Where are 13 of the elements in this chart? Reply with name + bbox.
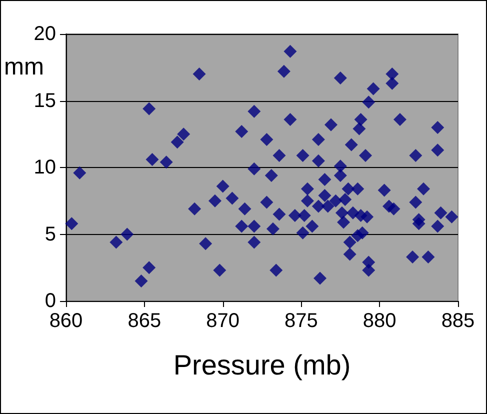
y-tick-label: 10 (34, 156, 56, 178)
y-axis-title: mm (4, 54, 44, 80)
x-tick-label: 865 (128, 310, 162, 332)
x-tick-label: 870 (206, 310, 240, 332)
y-tick-label: 15 (34, 90, 56, 112)
y-tick-label: 0 (44, 290, 56, 312)
x-tick-label: 885 (441, 310, 475, 332)
x-axis-title: Pressure (mb) (173, 350, 351, 380)
x-tick-label: 880 (362, 310, 396, 332)
x-tick-label: 875 (284, 310, 318, 332)
x-tick-label: 860 (49, 310, 83, 332)
y-tick-label: 5 (44, 223, 56, 246)
y-tick-label: 20 (34, 23, 56, 45)
